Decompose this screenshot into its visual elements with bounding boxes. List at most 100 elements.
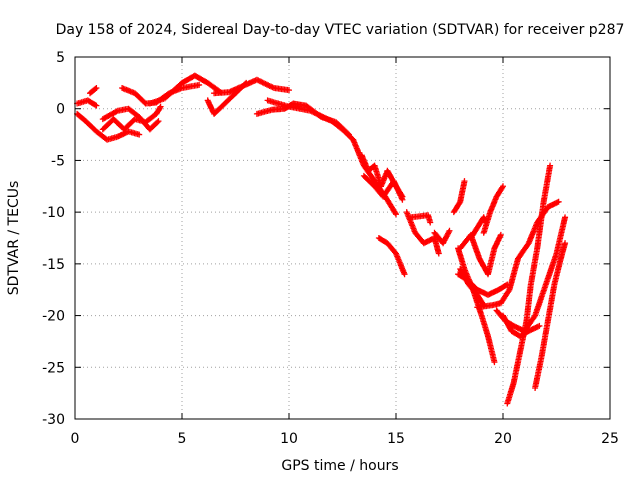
plot-frame (74, 56, 611, 420)
data-point (500, 183, 506, 190)
x-tick-label: 15 (387, 431, 405, 447)
data-marker-run (204, 97, 217, 116)
y-tick-labels: 5 0 -5 -10 -15 -20 -25 -30 (42, 50, 65, 428)
data-marker-run (226, 77, 259, 96)
data-marker-run (153, 104, 163, 117)
x-tick-labels: 0 5 10 15 20 25 (71, 431, 619, 447)
data-point (497, 231, 504, 238)
series-arc-11 (264, 97, 346, 133)
data-marker-run (211, 101, 227, 117)
data-marker-run (253, 76, 276, 91)
data-marker-run (493, 184, 506, 200)
data-marker-run (403, 209, 418, 235)
data-marker-run (500, 312, 514, 333)
data-marker-run (99, 108, 120, 123)
data-point (393, 211, 399, 218)
data-point (93, 85, 100, 92)
series-arc-30 (532, 240, 569, 391)
data-marker-run (179, 82, 201, 91)
data-marker-run (465, 281, 480, 297)
data-marker-run (375, 235, 390, 246)
data-marker-run (339, 126, 356, 142)
grid (75, 57, 610, 419)
data-marker-run (110, 116, 127, 132)
x-tick-label: 25 (601, 431, 619, 447)
data-marker-run (551, 257, 564, 288)
data-marker-run (191, 72, 210, 86)
data-marker-run (532, 283, 549, 319)
data-marker-run (540, 164, 553, 205)
data-marker-run (99, 117, 116, 133)
data-marker-run (485, 246, 498, 278)
series-arc-16 (403, 209, 442, 257)
data-marker-run (527, 246, 540, 288)
data-marker-run (497, 288, 512, 307)
data-marker-run (179, 73, 197, 86)
data-marker-run (485, 333, 498, 364)
data-marker-run (538, 319, 551, 360)
series-arc-29 (500, 312, 543, 340)
series-arc-18 (431, 227, 453, 247)
data-marker-run (495, 282, 510, 293)
data-point (136, 131, 143, 138)
y-tick-label: 5 (56, 50, 65, 66)
series-arc-1 (74, 97, 100, 109)
data-marker-run (510, 350, 523, 386)
data-marker-run (384, 240, 398, 256)
data-marker-run (264, 97, 291, 110)
data-marker-run (358, 152, 371, 173)
data-points (74, 72, 569, 407)
data-marker-run (478, 312, 491, 338)
data-marker-run (360, 172, 377, 189)
x-tick-label: 10 (280, 431, 298, 447)
data-marker-run (485, 287, 501, 298)
data-marker-run (146, 119, 161, 133)
data-marker-run (544, 283, 558, 324)
data-marker-run (515, 241, 531, 262)
y-tick-label: -30 (42, 412, 65, 428)
data-marker-run (161, 80, 184, 102)
data-marker-run (525, 221, 540, 247)
series-arc-3 (87, 85, 100, 97)
data-marker-run (553, 215, 568, 257)
data-marker-run (532, 355, 545, 391)
data-marker-run (221, 91, 238, 107)
data-marker-run (146, 95, 167, 107)
data-marker-run (408, 212, 430, 221)
y-tick-label: 0 (56, 102, 65, 118)
data-marker-run (450, 200, 463, 216)
data-marker-run (506, 257, 521, 293)
data-marker-run (131, 90, 148, 106)
data-point (491, 359, 498, 366)
data-point (157, 103, 164, 110)
data-marker-run (390, 178, 405, 202)
data-marker-run (307, 107, 334, 124)
data-marker-run (286, 103, 312, 114)
data-marker-run (380, 179, 396, 200)
data-marker-run (431, 235, 442, 256)
data-marker-run (74, 110, 88, 124)
data-marker-run (487, 195, 499, 216)
data-point (562, 240, 569, 247)
data-point (536, 322, 543, 329)
data-point (399, 196, 406, 203)
data-marker-run (328, 118, 345, 132)
series-arc-2 (74, 110, 143, 143)
data-marker-run (480, 210, 493, 236)
data-point (155, 118, 162, 125)
y-tick-label: -20 (42, 309, 65, 325)
data-marker-run (271, 85, 291, 93)
data-point (461, 178, 468, 185)
x-axis-label: GPS time / hours (281, 458, 398, 474)
series-arc-25 (480, 183, 506, 236)
y-tick-label: -10 (42, 205, 65, 221)
data-marker-run (525, 323, 541, 335)
y-axis-label: SDTVAR / TECUs (6, 181, 22, 296)
data-point (435, 250, 442, 257)
series-arc-19 (450, 178, 468, 216)
data-marker-run (523, 283, 534, 324)
data-marker-run (393, 250, 407, 276)
y-tick-label: -5 (51, 153, 65, 169)
data-point (427, 219, 434, 226)
data-marker-run (74, 97, 90, 107)
